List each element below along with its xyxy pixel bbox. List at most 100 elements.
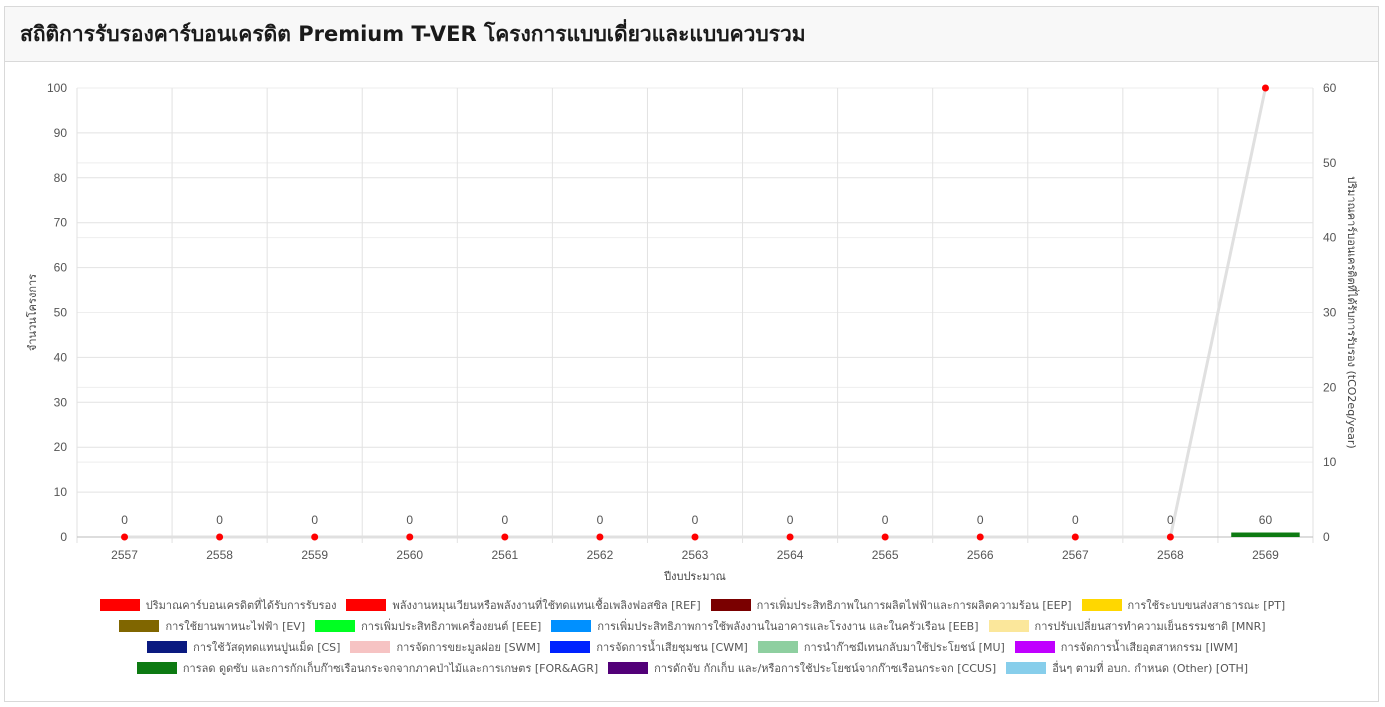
legend-label: การนำก๊าซมีเทนกลับมาใช้ประโยชน์ [MU] — [803, 640, 1005, 654]
legend-row: การใช้วัสดุทดแทนปูนเม็ด [CS] การจัดการขยะ… — [0, 636, 1385, 657]
x-tick-2567: 2567 — [1062, 548, 1089, 562]
legend-item[interactable]: การเพิ่มประสิทธิภาพเครื่องยนต์ [EEE] — [315, 617, 541, 635]
point-2562 — [596, 533, 604, 541]
legend-label: การใช้วัสดุทดแทนปูนเม็ด [CS] — [193, 640, 341, 654]
legend-swatch — [315, 619, 356, 632]
point-2565 — [881, 533, 889, 541]
legend-label: การจัดการน้ำเสียชุมชน [CWM] — [596, 640, 748, 654]
x-axis-title: ปีงบประมาณ — [663, 570, 726, 583]
y-left-tick-50: 50 — [54, 306, 68, 320]
x-tick-2566: 2566 — [967, 548, 994, 562]
data-label-2565: 0 — [882, 513, 889, 527]
legend-item[interactable]: การเพิ่มประสิทธิภาพในการผลิตไฟฟ้าและการผ… — [710, 596, 1072, 614]
point-2568 — [1166, 533, 1174, 541]
legend-item[interactable]: การใช้วัสดุทดแทนปูนเม็ด [CS] — [147, 638, 340, 656]
legend-item[interactable]: พลังงานหมุนเวียนหรือพลังงานที่ใช้ทดแทนเช… — [346, 596, 701, 614]
y-left-tick-70: 70 — [54, 216, 68, 230]
y-axis-title-left: จำนวนโครงการ — [25, 274, 39, 351]
x-tick-2569: 2569 — [1252, 548, 1279, 562]
legend-swatch — [346, 598, 387, 611]
y-axis-title-right: ปริมาณคาร์บอนเครดิตที่ได้รับการรับรอง (t… — [1345, 176, 1360, 448]
data-label-2558: 0 — [216, 513, 223, 527]
legend-item[interactable]: การจัดการน้ำเสียอุตสาหกรรม [IWM] — [1014, 638, 1238, 656]
y-left-tick-40: 40 — [54, 350, 68, 364]
legend-swatch — [350, 640, 391, 653]
legend-label: อื่นๆ ตามที่ อบก. กำหนด (Other) [OTH] — [1052, 661, 1249, 675]
data-label-2561: 0 — [502, 513, 509, 527]
legend-item[interactable]: การเพิ่มประสิทธิภาพการใช้พลังงานในอาคารแ… — [551, 617, 979, 635]
y-left-tick-10: 10 — [54, 485, 68, 499]
data-label-2559: 0 — [311, 513, 318, 527]
legend-row: การใช้ยานพาหนะไฟฟ้า [EV] การเพิ่มประสิทธิ… — [0, 615, 1385, 636]
data-label-2568: 0 — [1167, 513, 1174, 527]
data-label-2557: 0 — [121, 513, 128, 527]
x-tick-2559: 2559 — [301, 548, 328, 562]
point-2563 — [691, 533, 699, 541]
data-label-2567: 0 — [1072, 513, 1079, 527]
legend-label: การเพิ่มประสิทธิภาพการใช้พลังงานในอาคารแ… — [597, 619, 979, 633]
legend-label: การจัดการขยะมูลฝอย [SWM] — [396, 640, 541, 654]
legend-label: การเพิ่มประสิทธิภาพในการผลิตไฟฟ้าและการผ… — [756, 598, 1072, 612]
legend-item[interactable]: การจัดการน้ำเสียชุมชน [CWM] — [550, 638, 748, 656]
x-tick-2565: 2565 — [872, 548, 899, 562]
legend-swatch — [757, 640, 798, 653]
y-left-tick-20: 20 — [54, 440, 68, 454]
point-2558 — [216, 533, 224, 541]
legend-item[interactable]: การใช้ระบบขนส่งสาธารณะ [PT] — [1081, 596, 1286, 614]
x-tick-2568: 2568 — [1157, 548, 1184, 562]
y-right-tick-20: 20 — [1323, 380, 1337, 394]
legend-swatch — [1006, 661, 1047, 674]
x-tick-2563: 2563 — [682, 548, 709, 562]
legend-swatch — [608, 661, 649, 674]
legend-label: การลด ดูดซับ และการกักเก็บก๊าซเรือนกระจก… — [182, 661, 599, 675]
x-tick-2558: 2558 — [206, 548, 233, 562]
legend-swatch — [119, 619, 160, 632]
legend-item[interactable]: ปริมาณคาร์บอนเครดิตที่ได้รับการรับรอง — [99, 596, 336, 614]
legend-label: พลังงานหมุนเวียนหรือพลังงานที่ใช้ทดแทนเช… — [392, 598, 701, 612]
point-2560 — [406, 533, 414, 541]
bar-2569 — [1231, 532, 1300, 537]
legend-swatch — [99, 598, 140, 611]
legend-swatch — [710, 598, 751, 611]
point-2557 — [121, 533, 129, 541]
legend-swatch — [988, 619, 1029, 632]
y-left-tick-60: 60 — [54, 261, 68, 275]
y-left-tick-90: 90 — [54, 126, 68, 140]
page-title: สถิติการรับรองคาร์บอนเครดิต Premium T-VE… — [20, 21, 806, 46]
x-tick-2557: 2557 — [111, 548, 138, 562]
legend-item[interactable]: การปรับเปลี่ยนสารทำความเย็นธรรมชาติ [MNR… — [988, 617, 1266, 635]
chart-legend: ปริมาณคาร์บอนเครดิตที่ได้รับการรับรอง พลั… — [0, 594, 1385, 678]
point-2567 — [1071, 533, 1079, 541]
y-right-tick-60: 60 — [1323, 81, 1337, 95]
legend-label: การดักจับ กักเก็บ และ/หรือการใช้ประโยชน์… — [654, 661, 997, 675]
x-tick-2564: 2564 — [777, 548, 804, 562]
legend-item[interactable]: การลด ดูดซับ และการกักเก็บก๊าซเรือนกระจก… — [136, 659, 599, 677]
data-label-2560: 0 — [406, 513, 413, 527]
legend-swatch — [551, 619, 592, 632]
legend-swatch — [136, 661, 177, 674]
point-2564 — [786, 533, 794, 541]
x-tick-2561: 2561 — [491, 548, 518, 562]
chart-card: สถิติการรับรองคาร์บอนเครดิต Premium T-VE… — [4, 6, 1379, 702]
y-left-tick-0: 0 — [60, 530, 67, 544]
point-2559 — [311, 533, 319, 541]
legend-row: ปริมาณคาร์บอนเครดิตที่ได้รับการรับรอง พลั… — [0, 594, 1385, 615]
y-right-tick-50: 50 — [1323, 156, 1337, 170]
legend-swatch — [147, 640, 188, 653]
legend-item[interactable]: การจัดการขยะมูลฝอย [SWM] — [350, 638, 540, 656]
legend-label: การปรับเปลี่ยนสารทำความเย็นธรรมชาติ [MNR… — [1034, 619, 1266, 633]
data-label-2569: 60 — [1259, 513, 1273, 527]
legend-item[interactable]: อื่นๆ ตามที่ อบก. กำหนด (Other) [OTH] — [1006, 659, 1248, 677]
legend-item[interactable]: การใช้ยานพาหนะไฟฟ้า [EV] — [119, 617, 305, 635]
data-label-2563: 0 — [692, 513, 699, 527]
y-right-tick-30: 30 — [1323, 306, 1337, 320]
x-tick-2560: 2560 — [396, 548, 423, 562]
legend-label: การใช้ระบบขนส่งสาธารณะ [PT] — [1127, 598, 1286, 612]
legend-swatch — [550, 640, 591, 653]
legend-item[interactable]: การนำก๊าซมีเทนกลับมาใช้ประโยชน์ [MU] — [757, 638, 1005, 656]
legend-label: การเพิ่มประสิทธิภาพเครื่องยนต์ [EEE] — [361, 619, 542, 633]
legend-item[interactable]: การดักจับ กักเก็บ และ/หรือการใช้ประโยชน์… — [608, 659, 996, 677]
y-right-tick-0: 0 — [1323, 530, 1330, 544]
legend-label: การจัดการน้ำเสียอุตสาหกรรม [IWM] — [1060, 640, 1238, 654]
